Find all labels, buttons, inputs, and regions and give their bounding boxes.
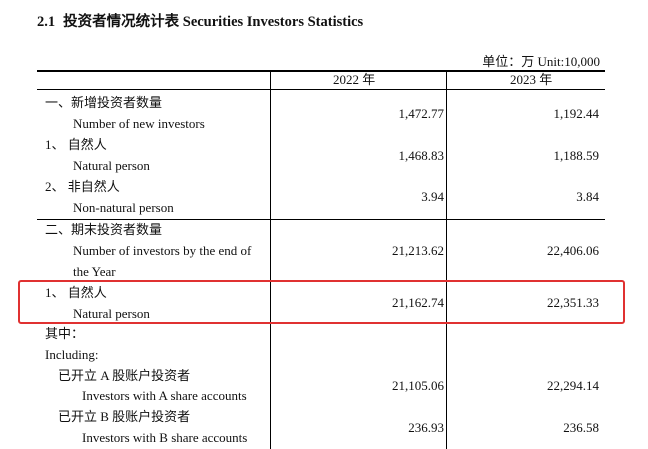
row-label-cn: 已开立 B 股账户投资者 [58, 409, 191, 424]
row-label-cn: 1、 自然人 [45, 285, 107, 300]
column-header-2023: 2023 年 [510, 72, 553, 87]
cell-2022: 236.93 [408, 420, 444, 435]
row-label-cn: 1、 自然人 [45, 137, 107, 152]
cell-2023: 1,192.44 [553, 106, 600, 121]
row-label-cn: 一、新增投资者数量 [45, 95, 163, 110]
cell-2022: 21,213.62 [392, 243, 444, 258]
cell-2022: 21,105.06 [392, 378, 444, 393]
cell-2023: 1,188.59 [553, 148, 600, 163]
cell-2023: 3.84 [576, 189, 599, 204]
row-label-en: Natural person [73, 306, 150, 321]
column-header-2022: 2022 年 [333, 72, 376, 87]
highlight-box [18, 280, 625, 324]
row-label-en-cont: the Year [73, 264, 116, 279]
cell-2022: 1,468.83 [398, 148, 445, 163]
section-divider-rule [37, 219, 605, 220]
cell-2022: 3.94 [421, 189, 444, 204]
row-label-en: Investors with B share accounts [82, 430, 248, 445]
unit-label: 单位：万 Unit:10,000 [482, 54, 600, 69]
row-label-cn: 已开立 A 股账户投资者 [58, 368, 191, 383]
row-label-en: Natural person [73, 158, 150, 173]
row-label-cn: 2、 非自然人 [45, 179, 120, 194]
cell-2023: 22,406.06 [547, 243, 599, 258]
row-label-cn: 其中： [45, 326, 85, 341]
row-label-en: Including: [45, 347, 99, 362]
section-title-en: Securities Investors Statistics [182, 14, 364, 30]
cell-2022: 1,472.77 [398, 106, 445, 121]
row-label-en: Number of new investors [73, 116, 205, 131]
cell-2023: 22,294.14 [547, 378, 599, 393]
cell-2023: 22,351.33 [547, 295, 599, 310]
header-bottom-rule [37, 89, 605, 90]
section-title-cn: 投资者情况统计表 [63, 14, 180, 30]
section-title: 2.1 投资者情况统计表 Securities Investors Statist… [37, 10, 363, 31]
table-top-rule [37, 70, 605, 72]
row-label-cn: 二、期末投资者数量 [45, 222, 163, 237]
cell-2022: 21,162.74 [392, 295, 444, 310]
column-divider-2 [446, 70, 447, 449]
section-number: 2.1 [37, 14, 56, 30]
column-divider-1 [270, 70, 271, 449]
row-label-en: Number of investors by the end of [73, 243, 252, 258]
row-label-en: Investors with A share accounts [82, 388, 247, 403]
row-label-en: Non-natural person [73, 200, 174, 215]
cell-2023: 236.58 [563, 420, 599, 435]
